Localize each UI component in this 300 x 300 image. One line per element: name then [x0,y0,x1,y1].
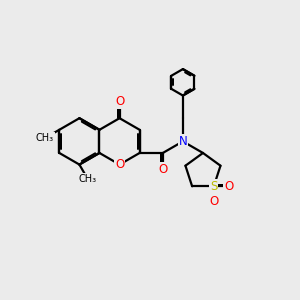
Text: O: O [224,180,233,193]
Text: O: O [115,95,124,108]
Text: N: N [178,135,187,148]
Text: O: O [158,163,167,176]
Text: CH₃: CH₃ [36,133,54,143]
Text: O: O [209,195,218,208]
Text: O: O [115,158,124,171]
Text: S: S [210,180,218,193]
Text: CH₃: CH₃ [79,174,97,184]
